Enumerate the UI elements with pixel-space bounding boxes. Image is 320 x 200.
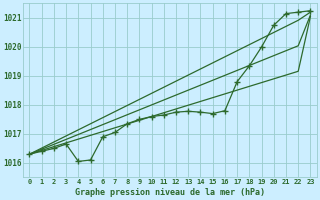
X-axis label: Graphe pression niveau de la mer (hPa): Graphe pression niveau de la mer (hPa) bbox=[75, 188, 265, 197]
